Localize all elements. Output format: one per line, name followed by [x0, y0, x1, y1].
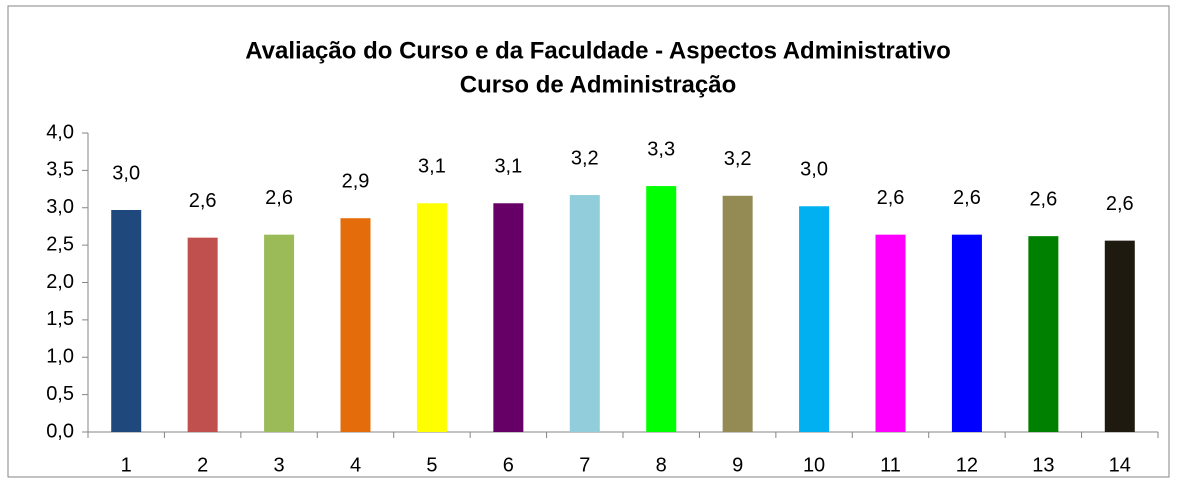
- y-tick-label: 2,0: [46, 271, 74, 293]
- x-tick-label: 13: [1032, 454, 1054, 476]
- bar: [111, 209, 142, 432]
- x-tick-label: 5: [426, 454, 437, 476]
- x-tick-label: 6: [503, 454, 514, 476]
- bar: [875, 234, 906, 432]
- x-tick-label: 11: [880, 454, 901, 476]
- y-tick-label: 1,0: [46, 346, 74, 368]
- bar: [416, 203, 447, 432]
- x-tick-label: 3: [274, 454, 285, 476]
- bar: [799, 206, 830, 432]
- value-label: 2,6: [877, 187, 905, 209]
- bar: [187, 237, 218, 432]
- y-tick-label: 3,0: [46, 196, 74, 218]
- value-label: 2,6: [189, 190, 217, 212]
- value-label: 3,1: [418, 156, 446, 178]
- bar: [1028, 236, 1059, 432]
- x-tick-label: 14: [1109, 454, 1131, 476]
- x-tick-label: 8: [656, 454, 667, 476]
- value-label: 3,0: [112, 162, 140, 184]
- bar: [722, 195, 753, 432]
- y-tick-label: 1,5: [46, 308, 74, 330]
- bar: [340, 218, 371, 432]
- x-tick-label: 1: [121, 454, 132, 476]
- value-label: 3,3: [647, 138, 675, 160]
- y-tick-label: 0,5: [46, 383, 74, 405]
- bar: [646, 186, 677, 432]
- y-tick-label: 0,0: [46, 420, 74, 442]
- x-tick-label: 4: [350, 454, 361, 476]
- y-tick-label: 2,5: [46, 233, 74, 255]
- value-label: 3,2: [571, 147, 599, 169]
- x-tick-label: 10: [803, 454, 825, 476]
- value-label: 2,6: [953, 187, 981, 209]
- value-label: 2,9: [342, 170, 370, 192]
- x-tick-label: 9: [732, 454, 743, 476]
- value-label: 3,2: [724, 148, 752, 170]
- chart-title: Avaliação do Curso e da Faculdade - Aspe…: [245, 37, 951, 64]
- y-tick-label: 3,5: [46, 159, 74, 181]
- chart-subtitle: Curso de Administração: [460, 71, 737, 98]
- bar: [493, 203, 524, 432]
- x-tick-label: 7: [579, 454, 590, 476]
- value-label: 3,1: [494, 156, 522, 178]
- bar: [1104, 240, 1135, 432]
- value-label: 2,6: [1029, 188, 1057, 210]
- bar: [951, 234, 982, 432]
- bar: [569, 195, 600, 432]
- value-label: 2,6: [265, 187, 293, 209]
- bar: [264, 234, 295, 432]
- value-label: 3,0: [800, 159, 828, 181]
- x-tick-label: 2: [197, 454, 208, 476]
- value-label: 2,6: [1106, 193, 1134, 215]
- y-tick-label: 4,0: [46, 121, 74, 143]
- x-tick-label: 12: [956, 454, 978, 476]
